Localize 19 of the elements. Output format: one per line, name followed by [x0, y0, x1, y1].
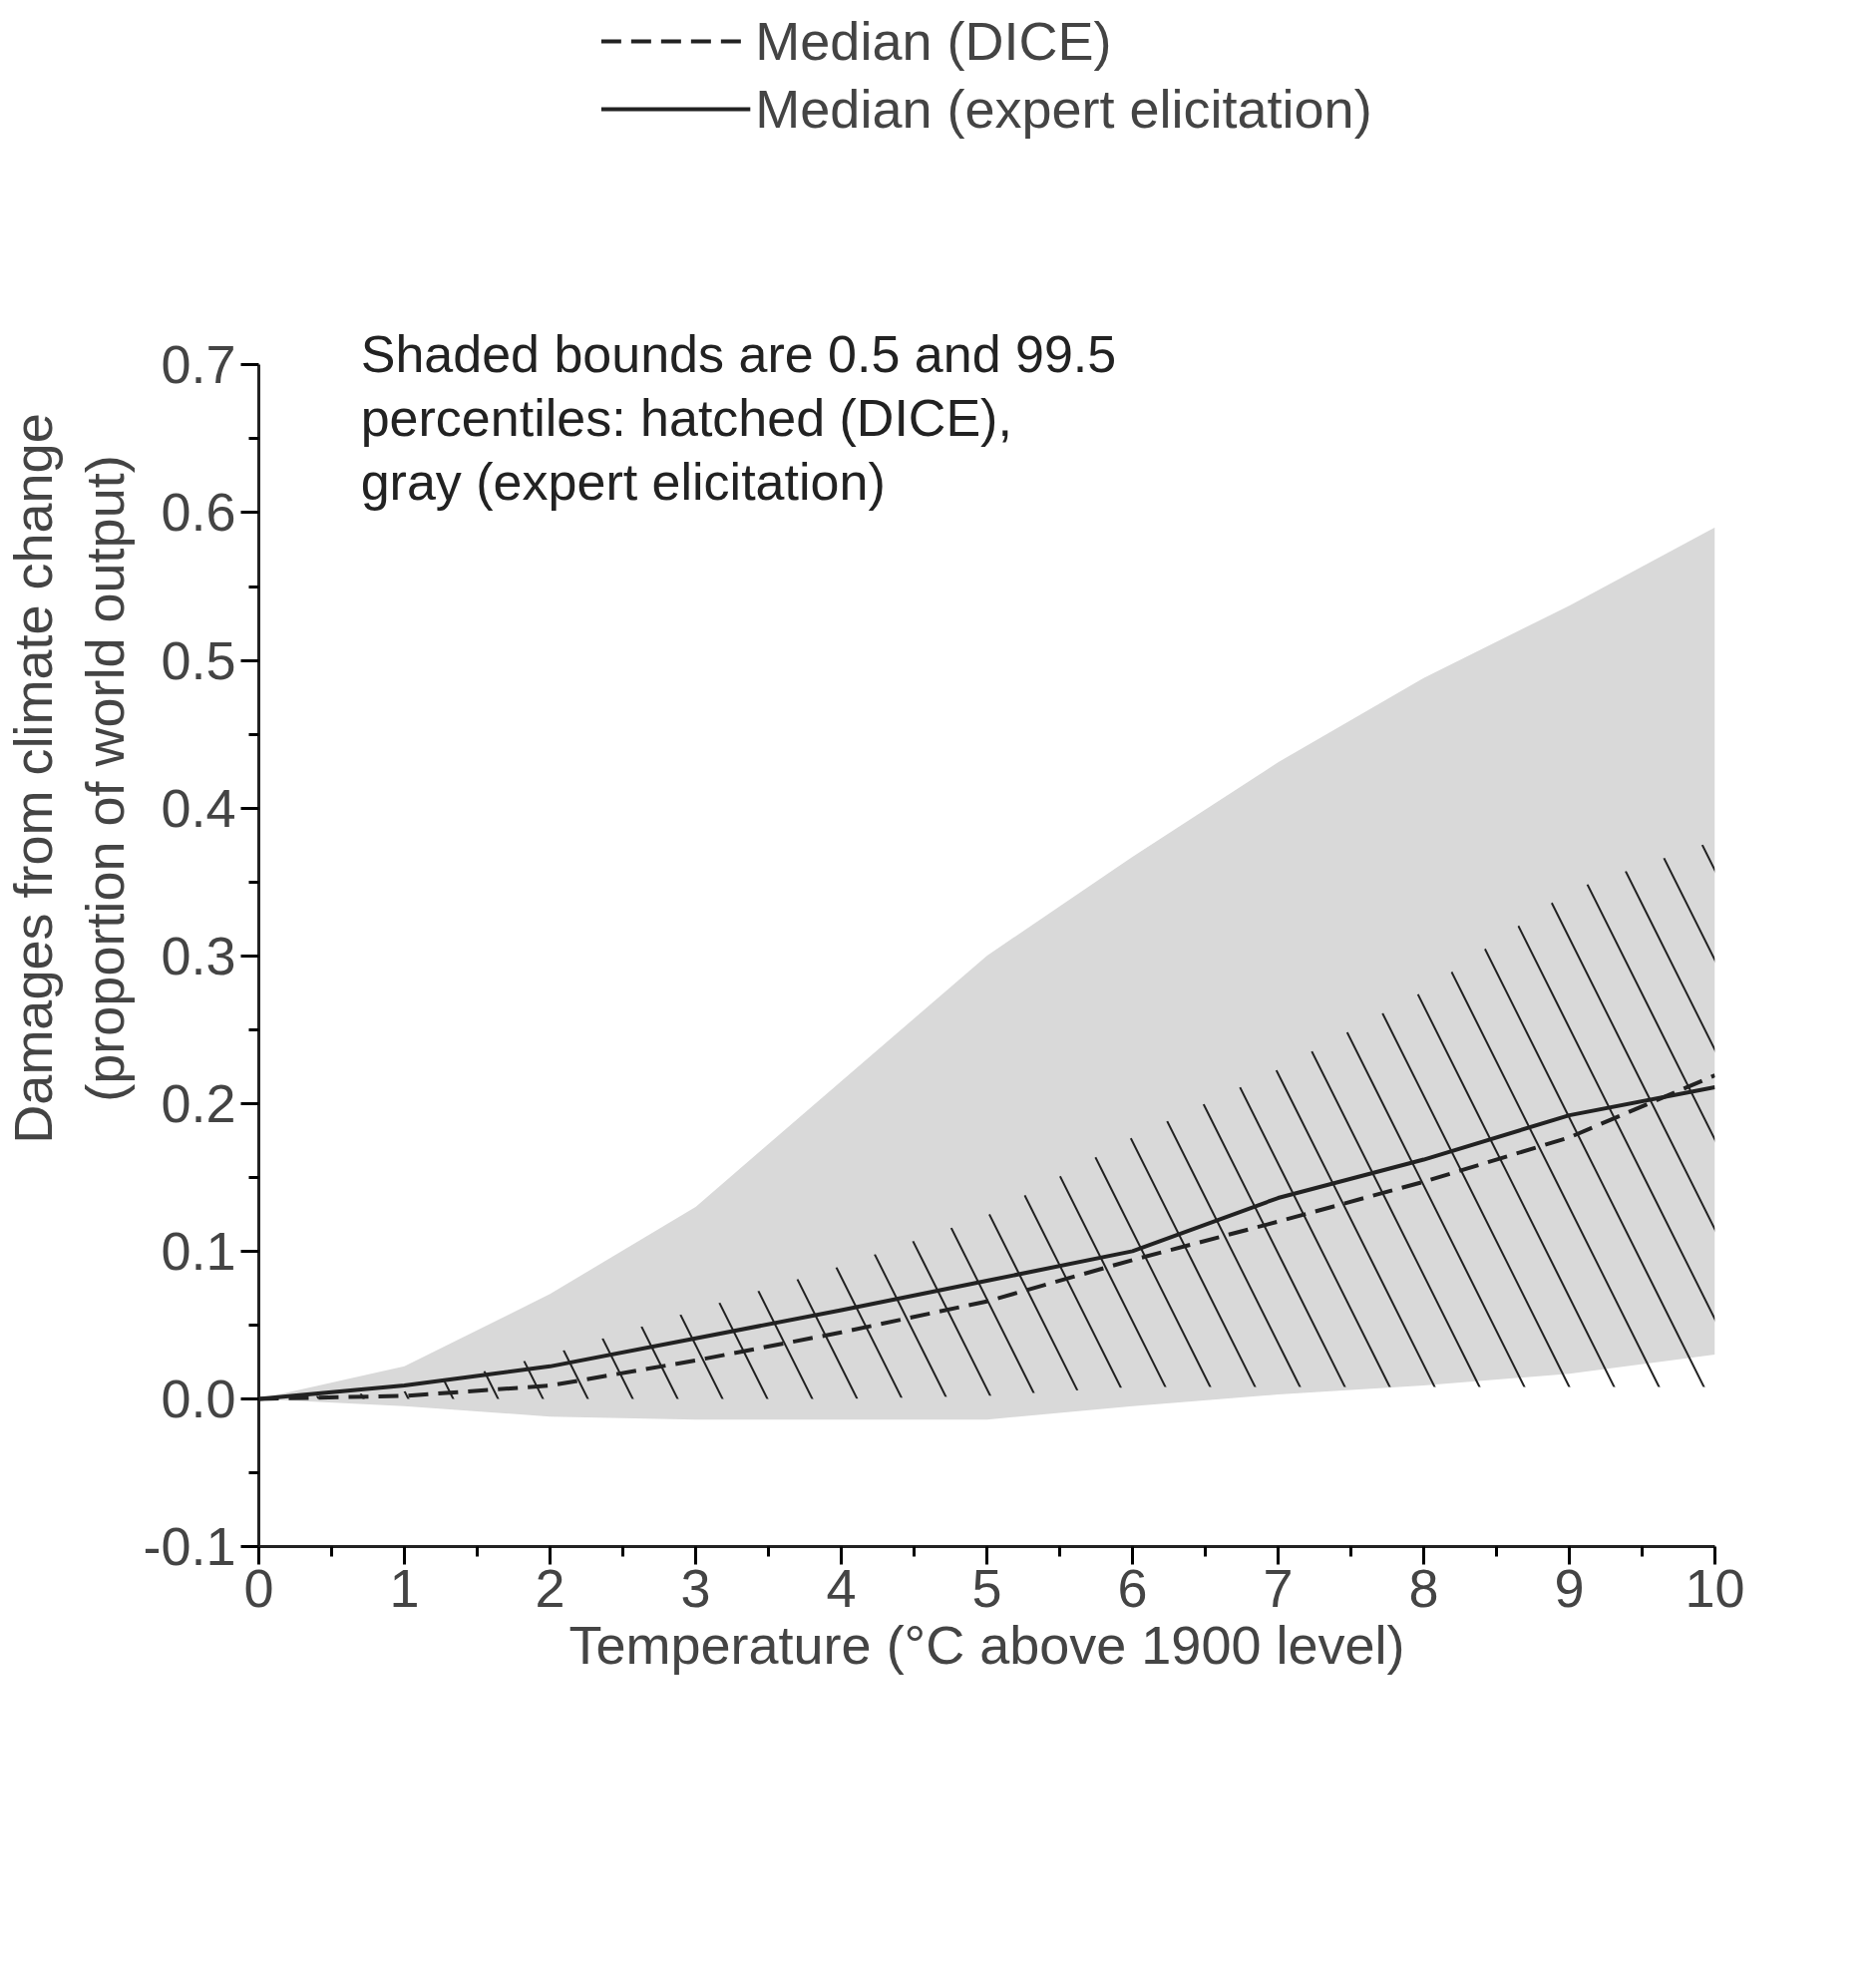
y-axis-title: Damages from climate change (proportion of world output): [3, 413, 136, 1144]
y-tick-label: 0.0: [161, 1368, 236, 1428]
y-tick-label: 0.7: [161, 334, 236, 395]
y-tick-label: 0.6: [161, 482, 236, 543]
legend-label: Median (DICE): [755, 10, 1112, 72]
x-tick-label: 2: [535, 1557, 565, 1618]
y-tick-label: 0.4: [161, 777, 236, 838]
x-tick-label: 8: [1408, 1557, 1439, 1618]
y-tick-label: 0.3: [161, 925, 236, 985]
y-tick-label: 0.5: [161, 629, 236, 690]
y-tick-label: -0.1: [143, 1516, 236, 1576]
x-tick-label: 10: [1685, 1557, 1745, 1618]
legend-label: Median (expert elicitation): [755, 78, 1372, 140]
y-tick-label: 0.2: [161, 1072, 236, 1133]
y-tick-label: 0.1: [161, 1220, 236, 1281]
x-tick-label: 1: [389, 1557, 420, 1618]
x-tick-label: 9: [1554, 1557, 1585, 1618]
x-tick-label: 0: [243, 1557, 274, 1618]
annotation: Shaded bounds are 0.5 and 99.5 percentiles: hatched (DICE), gray (expert elicitation): [360, 324, 1117, 511]
